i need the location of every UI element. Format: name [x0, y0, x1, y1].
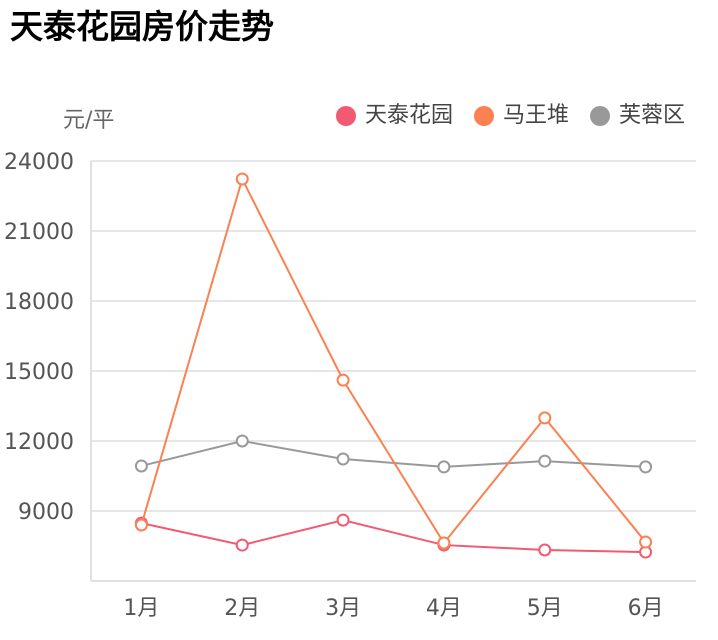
series-line	[140, 176, 647, 545]
data-point-marker[interactable]	[437, 536, 451, 550]
data-point-marker[interactable]	[437, 460, 451, 474]
legend-dot-icon	[590, 106, 611, 126]
data-point-marker[interactable]	[134, 518, 148, 532]
data-point-marker[interactable]	[336, 373, 350, 387]
data-point-marker[interactable]	[538, 411, 552, 425]
legend-dot-icon	[336, 106, 356, 126]
data-point-marker[interactable]	[134, 459, 148, 473]
gridlines	[91, 160, 696, 512]
legend-label: 马王堆	[503, 103, 570, 128]
x-tick-label: 5月	[527, 596, 563, 621]
data-point-marker[interactable]	[235, 434, 249, 448]
data-point-marker[interactable]	[336, 452, 350, 466]
series-0	[134, 513, 653, 559]
y-axis-unit-label: 元/平	[63, 108, 115, 133]
x-axis-ticks: 1月 2月 3月 4月 5月 6月	[123, 596, 663, 621]
x-tick-label: 2月	[224, 596, 260, 621]
legend-item-furong-district[interactable]: 芙蓉区	[590, 102, 685, 130]
y-axis-ticks: 9000 12000 15000 18000 21000 24000	[4, 150, 74, 525]
series-lines	[134, 172, 653, 559]
legend-item-mawangdui[interactable]: 马王堆	[474, 102, 569, 130]
legend-item-tiantai-garden[interactable]: 天泰花园	[336, 102, 453, 130]
data-point-marker[interactable]	[235, 538, 249, 552]
x-tick-label: 4月	[426, 596, 462, 621]
x-tick-label: 6月	[628, 596, 664, 621]
y-tick-label: 18000	[4, 290, 74, 315]
series-1	[134, 172, 653, 550]
chart-title: 天泰花园房价走势	[10, 7, 274, 46]
series-line	[141, 519, 646, 554]
y-tick-label: 24000	[4, 150, 74, 175]
data-point-marker[interactable]	[538, 454, 552, 468]
legend-dot-icon	[474, 106, 495, 126]
data-point-marker[interactable]	[336, 513, 350, 527]
data-point-marker[interactable]	[538, 543, 552, 557]
x-tick-label: 1月	[123, 596, 159, 621]
y-tick-label: 12000	[4, 430, 74, 455]
data-point-marker[interactable]	[639, 535, 653, 549]
y-tick-label: 21000	[4, 220, 74, 245]
legend-label: 天泰花园	[365, 103, 454, 128]
data-point-marker[interactable]	[235, 172, 249, 186]
x-tick-label: 3月	[325, 596, 361, 621]
y-tick-label: 15000	[4, 360, 74, 385]
legend-label: 芙蓉区	[619, 103, 686, 128]
data-point-marker[interactable]	[639, 460, 653, 474]
legend: 天泰花园 马王堆 芙蓉区	[336, 102, 685, 130]
axes	[90, 161, 696, 582]
y-tick-label: 9000	[18, 500, 74, 525]
